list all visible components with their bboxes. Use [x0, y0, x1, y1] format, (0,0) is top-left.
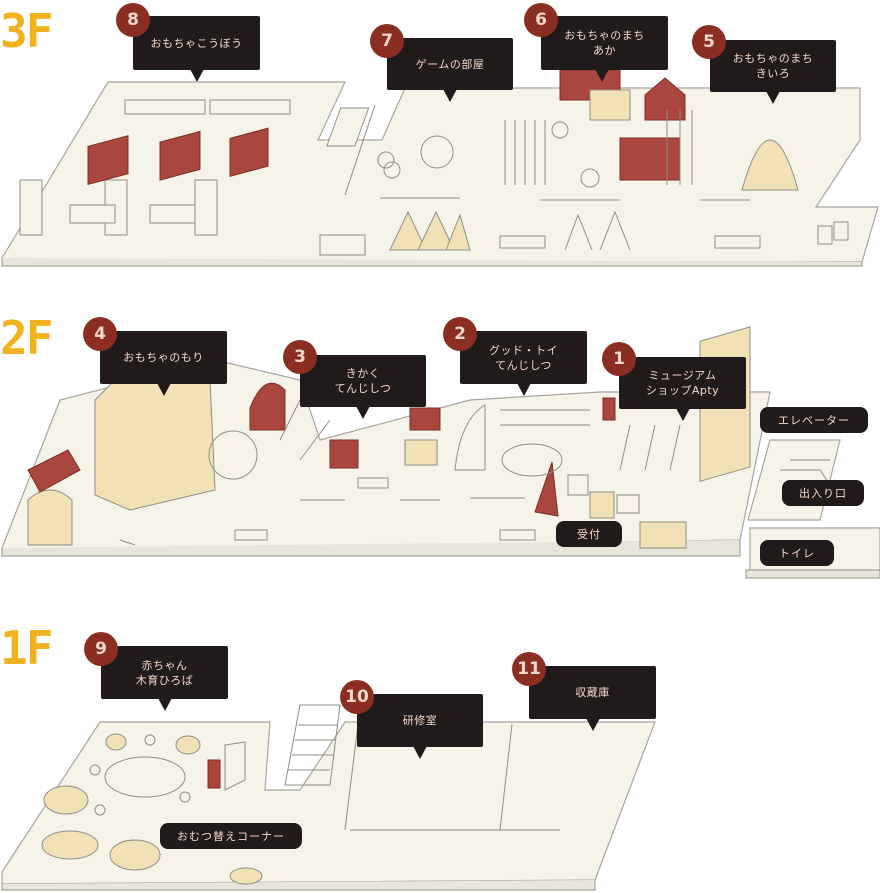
area-5-callout[interactable]: おもちゃのまち きいろ	[710, 40, 836, 92]
nursing-corner-label[interactable]: おむつ替えコーナー	[160, 823, 302, 849]
area-7-callout[interactable]: ゲームの部屋	[387, 38, 513, 90]
area-9-badge: 9	[84, 632, 118, 666]
entrance-label[interactable]: 出入り口	[782, 480, 864, 506]
area-4-badge: 4	[83, 317, 117, 351]
floor-label-3f: 3F	[0, 4, 53, 58]
floor-label-2f: 2F	[0, 311, 53, 365]
area-10-badge: 10	[340, 680, 374, 714]
area-8-badge: 8	[116, 3, 150, 37]
reception-label[interactable]: 受付	[556, 521, 622, 547]
floor-1f-slab	[1, 721, 656, 885]
area-8-callout[interactable]: おもちゃこうぼう	[133, 16, 260, 70]
area-6-callout[interactable]: おもちゃのまち あか	[541, 16, 668, 70]
area-11-callout[interactable]: 収蔵庫	[529, 666, 656, 719]
area-3-badge: 3	[283, 340, 317, 374]
area-3-callout[interactable]: きかく てんじしつ	[300, 355, 426, 407]
area-7-badge: 7	[370, 24, 404, 58]
area-1-badge: 1	[602, 342, 636, 376]
area-5-badge: 5	[692, 25, 726, 59]
area-6-badge: 6	[524, 3, 558, 37]
restroom-label[interactable]: トイレ	[760, 540, 834, 566]
area-10-callout[interactable]: 研修室	[357, 694, 483, 747]
elevator-label[interactable]: エレベーター	[760, 407, 868, 433]
area-1-callout[interactable]: ミュージアム ショップApty	[619, 357, 746, 409]
area-2-callout[interactable]: グッド・トイ てんじしつ	[460, 331, 587, 384]
floor-label-1f: 1F	[0, 621, 53, 675]
area-9-callout[interactable]: 赤ちゃん 木育ひろば	[101, 646, 228, 699]
area-2-badge: 2	[443, 317, 477, 351]
area-11-badge: 11	[512, 652, 546, 686]
area-4-callout[interactable]: おもちゃのもり	[100, 331, 227, 384]
